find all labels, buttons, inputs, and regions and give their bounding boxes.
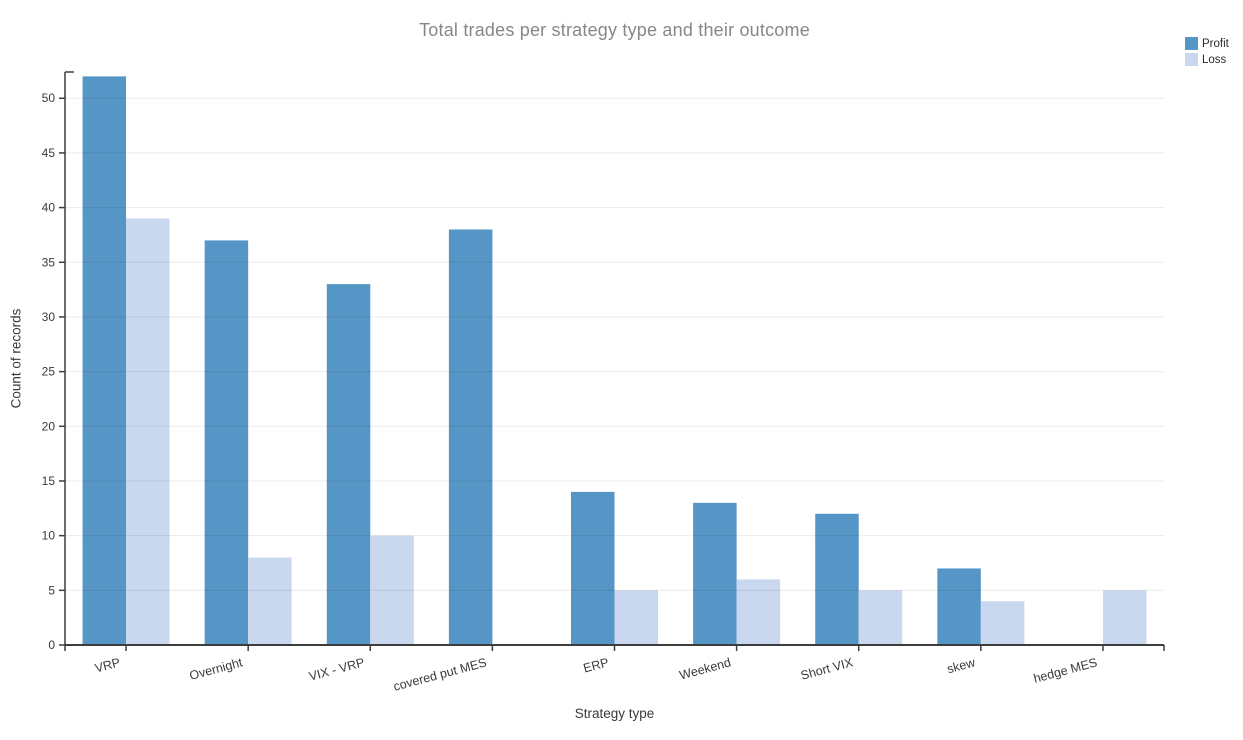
y-tick-label: 0 <box>48 638 55 652</box>
y-tick-label: 10 <box>42 529 56 543</box>
legend: Profit Loss <box>1185 37 1229 66</box>
chart-title: Total trades per strategy type and their… <box>419 20 810 40</box>
x-tick-label: Short VIX <box>799 655 855 683</box>
y-tick-label: 20 <box>42 419 56 433</box>
bar-profit-overnight[interactable] <box>204 240 249 645</box>
y-tick-label: 5 <box>48 583 55 597</box>
profit-swatch-icon <box>1185 37 1198 50</box>
x-tick-label: skew <box>945 655 977 676</box>
y-tick-label: 15 <box>42 474 56 488</box>
bar-loss-vrp[interactable] <box>126 218 170 646</box>
y-tick-label: 40 <box>42 201 56 215</box>
x-axis-title: Strategy type <box>574 706 655 721</box>
bar-loss-hedge-mes[interactable] <box>1102 590 1147 645</box>
bar-profit-skew[interactable] <box>937 568 981 645</box>
bar-profit-erp[interactable] <box>571 491 615 645</box>
x-tick-label: covered put MES <box>392 655 488 693</box>
bar-loss-erp[interactable] <box>614 590 659 645</box>
x-tick-label: Overnight <box>188 655 244 683</box>
bar-loss-skew[interactable] <box>980 601 1025 645</box>
y-tick-label: 30 <box>42 310 56 324</box>
bar-loss-vix-vrp[interactable] <box>370 535 414 645</box>
legend-label-profit: Profit <box>1202 37 1229 50</box>
legend-item-loss[interactable]: Loss <box>1185 53 1229 66</box>
bar-loss-weekend[interactable] <box>736 579 781 645</box>
y-tick-label: 45 <box>42 146 56 160</box>
legend-item-profit[interactable]: Profit <box>1185 37 1229 50</box>
bar-loss-short-vix[interactable] <box>858 590 903 645</box>
x-tick-label: ERP <box>582 655 610 675</box>
x-tick-label: VIX - VRP <box>307 655 366 683</box>
bar-profit-vix-vrp[interactable] <box>326 284 371 645</box>
x-tick-label: Weekend <box>678 655 732 682</box>
bar-profit-covered-put-mes[interactable] <box>448 229 493 646</box>
loss-swatch-icon <box>1185 53 1198 66</box>
legend-label-loss: Loss <box>1202 53 1227 66</box>
x-tick-label: hedge MES <box>1032 655 1099 685</box>
bar-profit-weekend[interactable] <box>693 502 737 645</box>
y-tick-label: 50 <box>42 91 56 105</box>
x-tick-label: VRP <box>93 655 121 675</box>
bar-loss-overnight[interactable] <box>248 557 292 645</box>
y-axis-title: Count of records <box>8 308 24 409</box>
bar-profit-short-vix[interactable] <box>815 513 859 645</box>
bar-profit-vrp[interactable] <box>82 76 127 646</box>
y-tick-label: 25 <box>42 365 56 379</box>
y-tick-label: 35 <box>42 255 56 269</box>
